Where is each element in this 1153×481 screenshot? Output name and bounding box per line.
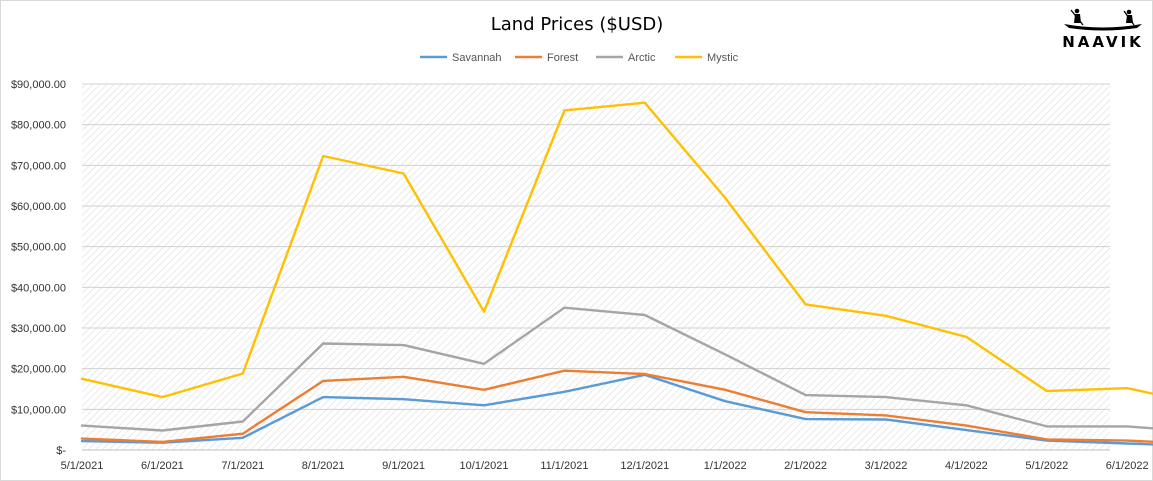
x-tick-label: 7/1/2021: [221, 460, 264, 472]
x-tick-label: 9/1/2021: [382, 460, 425, 472]
y-tick-label: $20,000.00: [11, 364, 66, 376]
y-tick-label: $80,000.00: [11, 120, 66, 132]
y-tick-label: $70,000.00: [11, 160, 66, 172]
series-line-arctic: [80, 306, 1153, 432]
series-group: [80, 101, 1153, 446]
x-tick-label: 5/1/2021: [61, 460, 104, 472]
x-tick-label: 1/1/2022: [704, 460, 747, 472]
y-tick-label: $30,000.00: [11, 323, 66, 335]
series-line-forest: [80, 369, 1153, 444]
legend-label-arctic: Arctic: [628, 52, 656, 64]
y-tick-label: $10,000.00: [11, 404, 66, 416]
y-tick-label: $90,000.00: [11, 79, 66, 91]
brand-name: NAAVIK: [1062, 33, 1144, 51]
legend: Savannah Forest Arctic Mystic: [420, 52, 739, 64]
x-tick-label: 6/1/2021: [141, 460, 184, 472]
chart-title: Land Prices ($USD): [491, 14, 664, 35]
x-tick-label: 11/1/2021: [540, 460, 588, 472]
x-axis: 5/1/2021 6/1/2021 7/1/2021 8/1/2021 9/1/2021…: [61, 449, 1149, 472]
x-tick-label: 10/1/2021: [460, 460, 509, 472]
y-tick-label: $50,000.00: [11, 242, 66, 254]
x-tick-label: 8/1/2021: [302, 460, 345, 472]
x-tick-label: 5/1/2022: [1025, 460, 1068, 472]
legend-label-savannah: Savannah: [452, 52, 502, 64]
canoe-paddlers-icon: [1064, 8, 1142, 31]
y-tick-label: $-: [56, 445, 66, 457]
y-tick-label: $60,000.00: [11, 201, 66, 213]
series-line-mystic: [80, 101, 1153, 399]
legend-label-mystic: Mystic: [707, 52, 739, 64]
y-tick-label: $40,000.00: [11, 282, 66, 294]
x-tick-label: 6/1/2022: [1106, 460, 1149, 472]
y-axis: $- $10,000.00 $20,000.00 $30,000.00 $40,000.…: [11, 79, 66, 457]
x-tick-label: 4/1/2022: [945, 460, 988, 472]
x-tick-label: 3/1/2022: [865, 460, 908, 472]
x-tick-label: 12/1/2021: [620, 460, 669, 472]
plot-area: [82, 84, 1110, 450]
x-tick-label: 2/1/2022: [784, 460, 827, 472]
legend-label-forest: Forest: [547, 52, 578, 64]
